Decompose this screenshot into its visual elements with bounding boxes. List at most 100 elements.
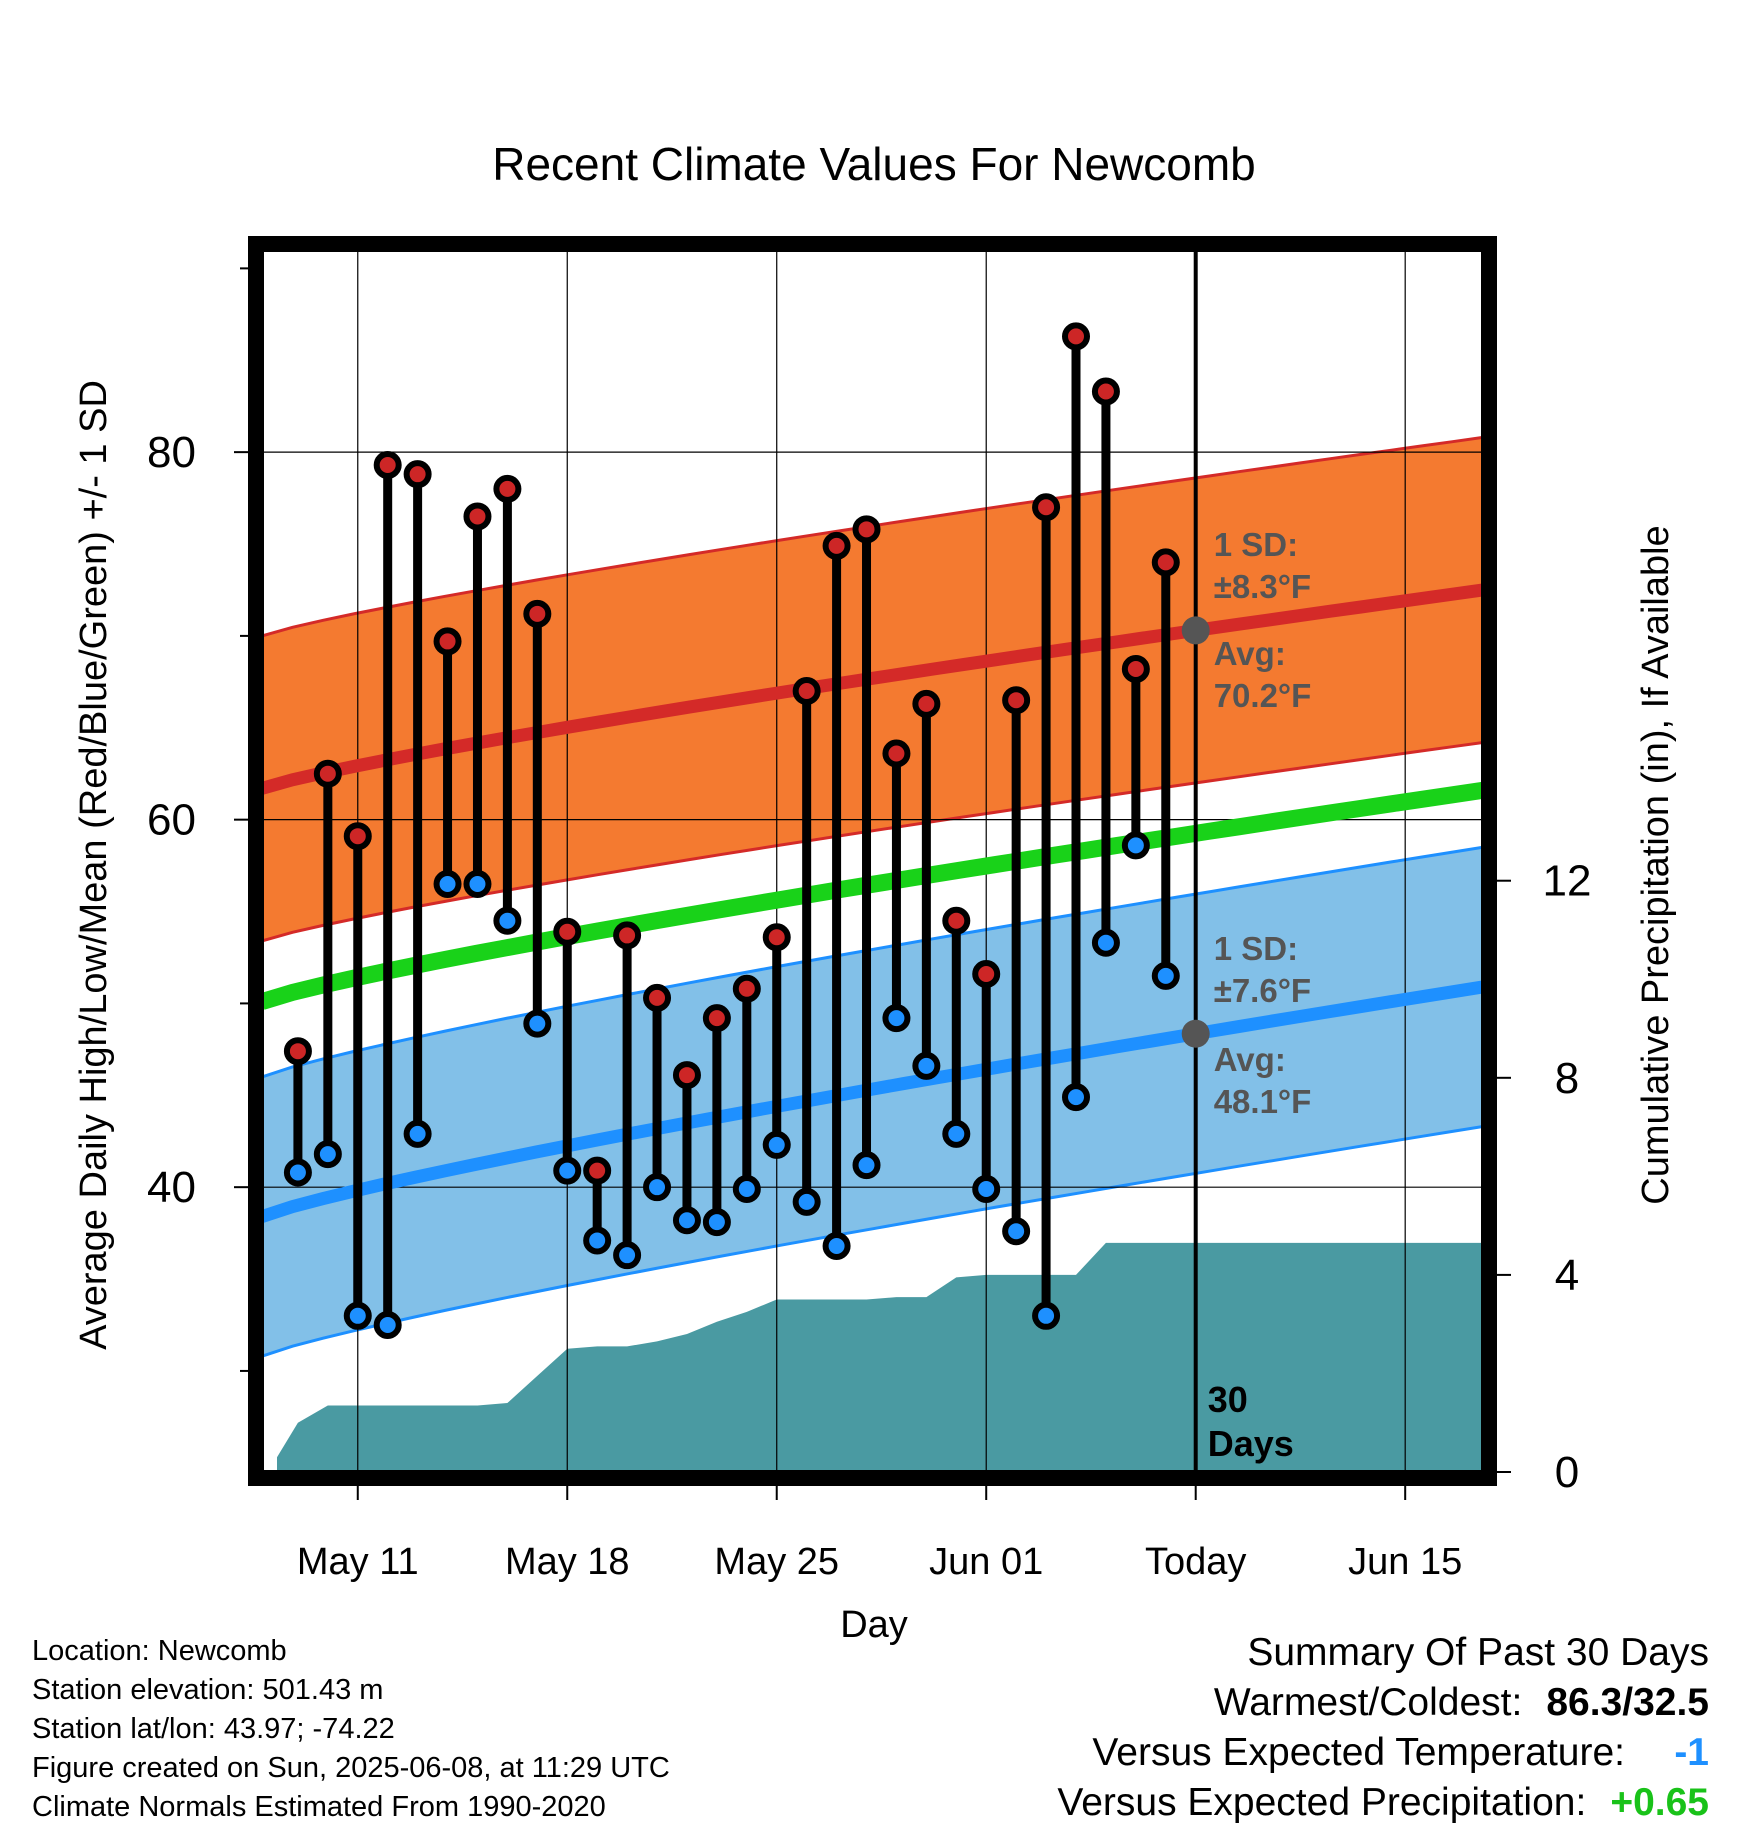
warmest-coldest-value: 86.3/32.5 [1546,1681,1709,1724]
high-sd-label: 1 SD: [1214,526,1298,563]
precip-departure-row: Versus Expected Precipitation: +0.65 [1057,1778,1709,1828]
daily-high-point [463,502,492,531]
daily-high-point [583,1156,612,1185]
high-sd-value: ±8.3°F [1214,568,1311,605]
daily-high-point [613,921,642,950]
daily-high-point [1062,322,1090,351]
x-tick-label: May 11 [297,1541,419,1583]
daily-low-point [792,1187,821,1216]
daily-low-point [732,1175,761,1204]
low-avg-normal-line [262,980,1483,1223]
daily-high-point [1121,654,1150,683]
y-right-tick-label: 4 [1555,1251,1579,1300]
today-window-label: Days [1208,1423,1294,1464]
low-sd-upper-line [262,845,1483,1079]
daily-high-point [942,906,971,935]
daily-high-point [403,460,432,489]
daily-high-point [343,822,372,851]
summary-heading: Summary Of Past 30 Days [1247,1631,1709,1674]
daily-low-point [433,869,462,898]
daily-high-point [702,1004,731,1033]
y-left-tick-label: 60 [147,796,196,845]
daily-low-point [702,1208,731,1237]
daily-high-point [1032,493,1061,522]
high-avg-value: 70.2°F [1214,677,1312,714]
daily-mean-normal-line [262,781,1483,1010]
daily-high-point [822,531,851,560]
daily-high-point [732,974,761,1003]
daily-high-point [1002,686,1031,715]
elevation-text: Station elevation: 501.43 m [32,1674,384,1706]
daily-high-point [1091,377,1120,406]
daily-high-point [882,739,911,768]
daily-high-point [912,689,941,718]
y-right-tick-label: 8 [1555,1054,1579,1103]
daily-low-point [463,869,492,898]
daily-high-point [762,923,791,952]
daily-high-point [433,627,462,656]
temp-departure-value: -1 [1674,1731,1709,1774]
chart-title: Recent Climate Values For Newcomb [492,138,1256,190]
daily-high-point [523,599,552,628]
low-sd-lower-line [262,1125,1483,1358]
x-tick-label: May 18 [505,1541,630,1583]
daily-high-point [373,450,402,479]
x-tick-label: Jun 15 [1348,1541,1462,1583]
daily-low-point [313,1140,342,1169]
daily-low-point [762,1130,791,1159]
daily-low-point [1062,1083,1090,1112]
daily-low-point [1121,831,1150,860]
high-sd-lower-line [262,741,1483,943]
daily-high-point [313,759,342,788]
low-avg-label: Avg: [1214,1041,1286,1078]
daily-high-point [553,917,582,946]
high-avg-today-dot [1181,616,1210,645]
precip-departure-label: Versus Expected Precipitation: [1057,1781,1587,1824]
y-axis-right-label: Cumulative Precipitation (in), If Availa… [1635,525,1677,1204]
daily-low-point [403,1119,432,1148]
latlon-text: Station lat/lon: 43.97; -74.22 [32,1713,395,1745]
temp-departure-label: Versus Expected Temperature: [1092,1731,1625,1774]
normals-text: Climate Normals Estimated From 1990-2020 [32,1791,606,1823]
daily-low-point [822,1231,851,1260]
daily-low-point [912,1051,941,1080]
location-text: Location: Newcomb [32,1635,287,1667]
plot-area: 1 SD: ±8.3°F Avg: 70.2°F 1 SD: ±7.6°F Avg: 48.1… [147,236,1591,1583]
daily-low-point [343,1301,372,1330]
daily-low-point [493,906,522,935]
daily-high-point [792,677,821,706]
daily-low-point [942,1119,971,1148]
daily-low-point [523,1009,552,1038]
low-sd-value: ±7.6°F [1214,972,1311,1009]
y-left-tick-label: 80 [147,428,196,477]
x-tick-label: May 25 [714,1541,839,1583]
low-avg-today-dot [1181,1019,1210,1048]
daily-low-point [1002,1217,1031,1246]
daily-low-point [373,1310,402,1339]
daily-low-point [553,1156,582,1185]
daily-low-point [882,1004,911,1033]
station-info: Location: Newcomb Station elevation: 501… [32,1632,670,1827]
daily-low-point [283,1158,312,1187]
daily-low-point [1032,1301,1061,1330]
daily-low-point [672,1206,701,1235]
warmest-coldest-label: Warmest/Coldest: [1213,1681,1523,1724]
daily-low-point [613,1241,642,1270]
y-left-tick-label: 40 [147,1163,196,1212]
precip-departure-value: +0.65 [1610,1781,1709,1824]
daily-high-point [493,474,522,503]
daily-high-point [1151,548,1180,577]
daily-low-point [583,1226,612,1255]
summary-panel: Summary Of Past 30 Days Warmest/Coldest:… [1057,1628,1709,1828]
daily-low-point [1151,961,1180,990]
high-avg-normal-line [262,583,1483,795]
daily-high-point [643,983,672,1012]
daily-low-point [1091,928,1120,957]
y-axis-left-label: Average Daily High/Low/Mean (Red/Blue/Gr… [73,380,115,1350]
daily-low-point [852,1151,881,1180]
high-avg-label: Avg: [1214,635,1286,672]
daily-low-point [972,1175,1001,1204]
low-avg-value: 48.1°F [1214,1083,1312,1120]
created-text: Figure created on Sun, 2025-06-08, at 11… [32,1752,670,1784]
